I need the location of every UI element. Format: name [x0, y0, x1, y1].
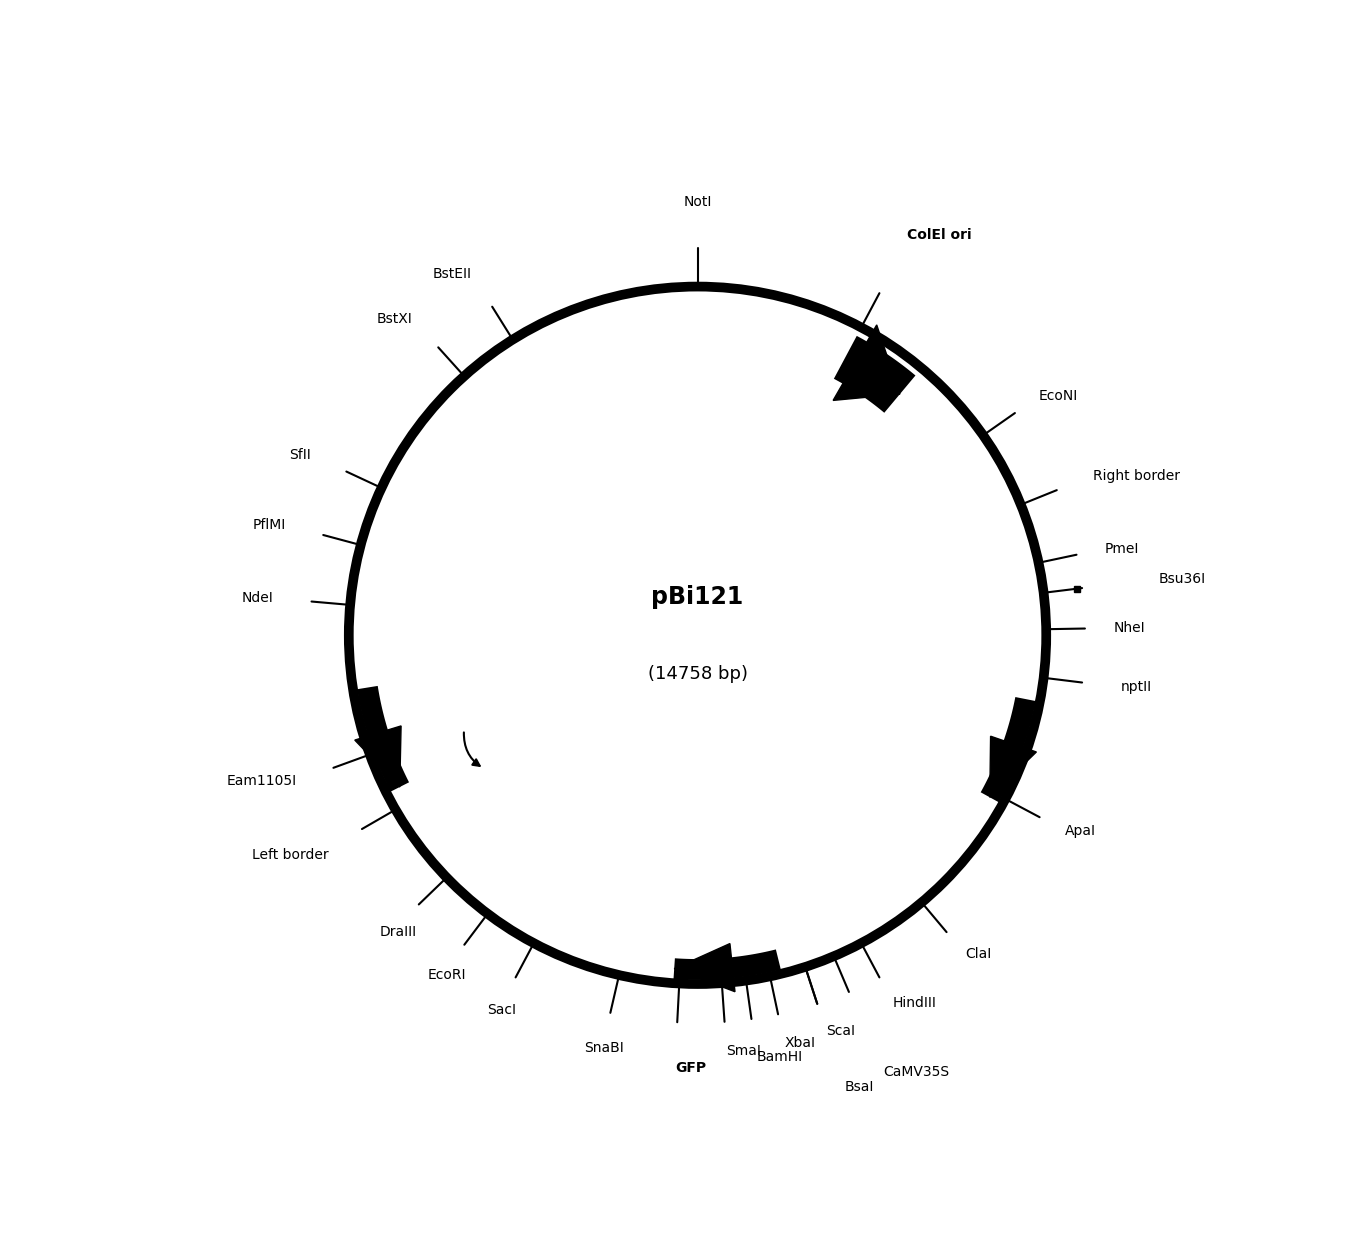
Text: PmeI: PmeI [1105, 542, 1139, 556]
Text: SfII: SfII [290, 448, 312, 462]
Text: NotI: NotI [683, 195, 712, 209]
Text: EcoNI: EcoNI [1038, 390, 1078, 404]
Polygon shape [833, 325, 900, 400]
Text: ScaI: ScaI [826, 1024, 855, 1038]
Text: BamHI: BamHI [757, 1050, 803, 1064]
Text: NdeI: NdeI [241, 591, 274, 605]
Text: Bsu36I: Bsu36I [1160, 571, 1206, 586]
Text: HindIII: HindIII [893, 996, 936, 1010]
Text: NheI: NheI [1113, 621, 1146, 635]
Text: CaMV35S: CaMV35S [883, 1066, 949, 1079]
Text: BstXI: BstXI [377, 312, 412, 326]
Text: Eam1105I: Eam1105I [227, 774, 297, 788]
Text: pBi121: pBi121 [652, 585, 743, 609]
Text: SmaI: SmaI [727, 1044, 761, 1058]
Text: ApaI: ApaI [1066, 824, 1096, 838]
Text: Right border: Right border [1093, 469, 1180, 483]
Text: DraIII: DraIII [380, 925, 416, 938]
Text: SnaBI: SnaBI [584, 1042, 623, 1055]
Text: ColEl ori: ColEl ori [906, 228, 972, 242]
Text: BsaI: BsaI [844, 1079, 874, 1093]
Text: EcoRI: EcoRI [427, 967, 465, 982]
Polygon shape [674, 944, 735, 991]
Text: nptII: nptII [1120, 681, 1151, 694]
Text: GFP: GFP [675, 1060, 706, 1074]
Text: Left border: Left border [252, 848, 328, 863]
Text: SacI: SacI [487, 1003, 516, 1016]
Polygon shape [989, 736, 1036, 798]
Text: ClaI: ClaI [965, 947, 992, 961]
Text: BstEII: BstEII [433, 267, 472, 281]
Text: PflMI: PflMI [253, 518, 286, 532]
Polygon shape [355, 726, 401, 788]
Text: (14758 bp): (14758 bp) [648, 665, 747, 683]
Text: XbaI: XbaI [784, 1035, 815, 1049]
